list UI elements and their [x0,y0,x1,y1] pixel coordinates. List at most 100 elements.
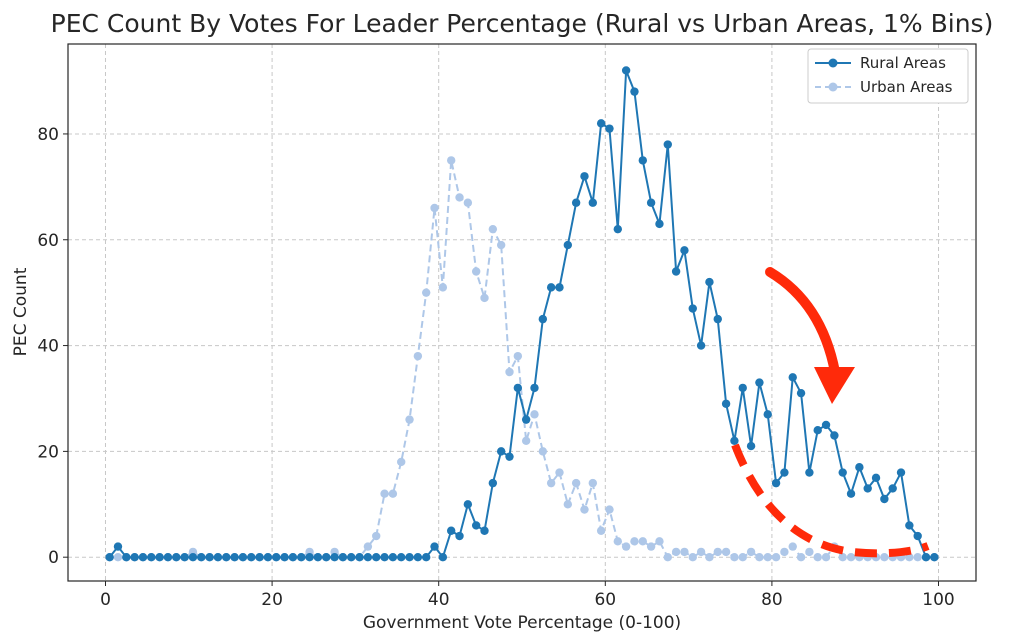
data-point-rural [655,219,664,229]
data-point-rural [288,552,298,562]
data-point-rural [488,478,498,488]
x-tick-label: 60 [594,590,616,610]
data-point-rural [413,552,423,562]
legend-rural-marker [828,58,838,68]
data-point-urban [730,552,739,562]
data-point-urban [571,478,581,488]
annotation-layer [731,267,930,558]
data-point-rural [230,552,239,562]
data-point-urban [705,552,714,562]
data-point-rural [771,478,781,488]
data-point-urban [372,531,381,541]
data-point-urban [630,537,639,546]
data-point-rural [896,468,906,477]
data-point-rural [446,526,456,535]
data-point-urban [488,224,498,234]
red-arrow-head [814,367,855,404]
data-point-rural [555,283,564,292]
data-point-rural [397,552,406,562]
data-point-rural [163,552,173,562]
data-point-rural [613,224,622,234]
data-point-urban [113,552,123,562]
y-axis-label: PEC Count [11,267,31,356]
data-point-rural [680,246,689,255]
data-point-urban [363,542,373,551]
data-point-rural [330,552,339,562]
data-point-rural [580,172,589,181]
x-tick-label: 40 [428,590,450,610]
y-axis: 0 20 40 60 80 [37,125,68,568]
y-tick-label: 40 [37,337,59,357]
data-point-urban [621,542,631,551]
data-point-urban [713,547,722,557]
data-point-rural [297,552,306,562]
data-point-rural [713,314,722,324]
data-point-rural [513,383,523,393]
data-point-urban [838,552,847,562]
data-point-rural [621,66,631,75]
data-point-rural [147,552,156,562]
x-axis: 0 20 40 60 80 100 [100,581,955,610]
chart-title: PEC Count By Votes For Leader Percentage… [51,9,994,38]
data-point-urban [397,457,406,467]
data-point-rural [471,521,481,530]
y-tick-label: 60 [37,231,59,251]
data-point-rural [796,388,806,398]
data-point-rural [363,552,373,562]
data-point-rural [172,552,181,562]
data-point-rural [338,552,348,562]
data-point-urban [513,351,523,361]
data-point-rural [821,420,831,430]
x-tick-label: 20 [261,590,283,610]
data-point-urban [405,415,414,424]
data-point-rural [263,552,273,562]
data-point-urban [638,537,647,546]
data-point-rural [846,489,856,498]
data-point-urban [555,468,564,477]
data-point-rural [663,140,672,149]
data-point-urban [763,552,772,562]
x-axis-label: Government Vote Percentage (0-100) [363,613,681,633]
data-point-rural [930,552,939,562]
data-point-urban [913,552,922,562]
data-point-urban [380,489,389,498]
data-point-rural [188,552,198,562]
data-point-rural [155,552,164,562]
data-point-rural [805,468,814,477]
data-point-rural [638,156,647,165]
data-point-rural [372,552,381,562]
data-point-urban [455,193,464,202]
data-point-rural [422,552,431,562]
data-point-rural [238,552,248,562]
data-point-urban [771,552,781,562]
data-point-urban [446,156,456,165]
data-point-rural [130,552,139,562]
data-point-rural [546,283,556,292]
data-point-rural [813,426,822,435]
data-point-rural [630,87,639,96]
data-point-rural [305,552,314,562]
data-point-rural [180,552,189,562]
data-point-rural [213,552,223,562]
data-point-rural [438,552,448,562]
data-point-rural [855,463,864,472]
data-point-rural [605,124,614,133]
data-point-rural [105,552,114,562]
data-point-rural [838,468,847,477]
x-tick-label: 80 [761,590,783,610]
legend-urban-marker [828,82,838,92]
grid [68,44,976,581]
data-point-rural [563,240,573,250]
data-point-urban [805,547,814,557]
data-point-rural [496,447,506,456]
data-point-rural [255,552,264,562]
data-point-rural [763,410,772,419]
data-point-urban [796,552,806,562]
data-point-rural [538,314,548,324]
data-point-urban [588,478,598,488]
data-point-rural [347,552,356,562]
data-point-urban [422,288,431,297]
data-point-rural [313,552,323,562]
data-point-rural [746,441,756,451]
